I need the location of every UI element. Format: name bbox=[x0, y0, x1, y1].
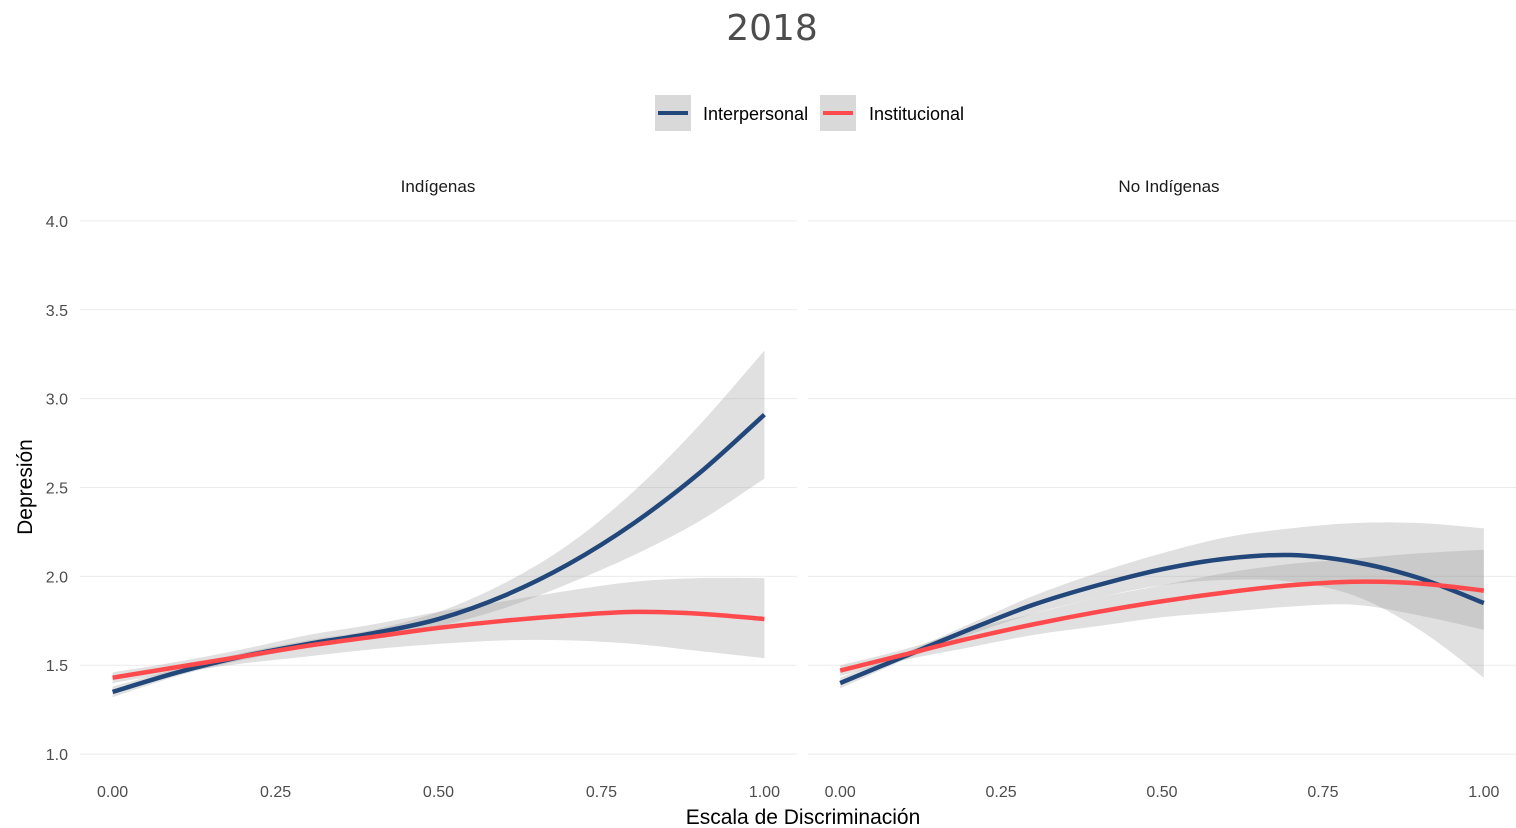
y-axis-label: Depresión bbox=[14, 439, 37, 535]
x-tick-label: 0.25 bbox=[260, 784, 291, 801]
y-tick-label: 1.5 bbox=[46, 658, 68, 675]
panel-strip-indigenas: Indígenas bbox=[401, 177, 476, 196]
series-line-interpersonal bbox=[839, 552, 1485, 686]
x-tick-label: 0.75 bbox=[1307, 784, 1338, 801]
panel-strip-no-indigenas: No Indígenas bbox=[1118, 177, 1219, 196]
chart-title: 2018 bbox=[726, 8, 818, 49]
x-tick-label: 0.50 bbox=[423, 784, 454, 801]
x-tick-label: 0.25 bbox=[986, 784, 1017, 801]
y-tick-label: 3.0 bbox=[46, 392, 68, 409]
x-tick-label: 0.00 bbox=[97, 784, 128, 801]
legend-label-institucional: Institucional bbox=[869, 104, 964, 124]
series-line-interpersonal bbox=[111, 412, 766, 695]
series-line-institucional bbox=[839, 579, 1485, 673]
x-tick-label: 1.00 bbox=[749, 784, 780, 801]
panel-no-indigenas bbox=[808, 220, 1516, 755]
x-tick-label: 0.00 bbox=[825, 784, 856, 801]
panel-indigenas bbox=[80, 220, 797, 755]
ci-band-interpersonal bbox=[840, 522, 1484, 689]
x-axis-label: Escala de Discriminación bbox=[686, 806, 921, 828]
y-tick-label: 4.0 bbox=[46, 214, 68, 231]
y-axis-ticks: 1.0 1.5 2.0 2.5 3.0 3.5 4.0 bbox=[46, 214, 68, 764]
x-tick-label: 1.00 bbox=[1468, 784, 1499, 801]
ci-band-institucional bbox=[112, 577, 765, 684]
x-axis-ticks: 0.00 0.25 0.50 0.75 1.00 0.00 0.25 0.50 0.75 1.00 bbox=[97, 784, 1499, 801]
legend-label-interpersonal: Interpersonal bbox=[703, 104, 808, 124]
y-tick-label: 3.5 bbox=[46, 303, 68, 320]
x-tick-label: 0.50 bbox=[1146, 784, 1177, 801]
legend: Interpersonal Institucional bbox=[655, 95, 964, 131]
y-tick-label: 2.5 bbox=[46, 481, 68, 498]
y-tick-label: 2.0 bbox=[46, 569, 68, 586]
series-line-institucional bbox=[112, 609, 765, 680]
x-tick-label: 0.75 bbox=[586, 784, 617, 801]
y-tick-label: 1.0 bbox=[46, 747, 68, 764]
